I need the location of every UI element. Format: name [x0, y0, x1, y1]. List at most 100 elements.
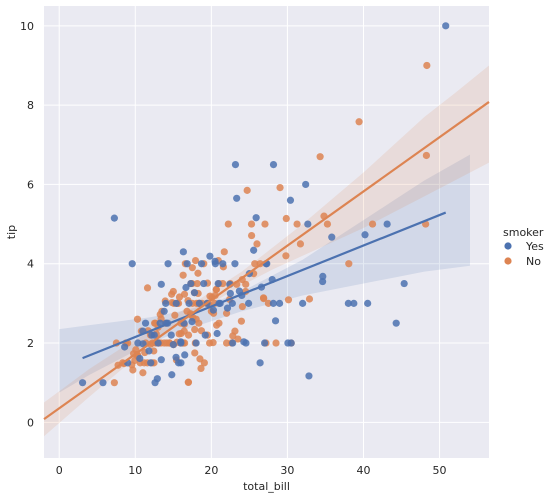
data-point-yes: [128, 260, 136, 268]
data-point-no: [191, 349, 199, 357]
data-point-yes: [256, 359, 264, 367]
data-point-yes: [344, 299, 352, 307]
data-point-yes: [172, 299, 180, 307]
data-point-yes: [228, 299, 236, 307]
data-point-yes: [190, 289, 199, 297]
data-point-no: [184, 331, 193, 339]
data-point-no: [196, 355, 204, 363]
data-point-no: [284, 296, 293, 304]
data-point-no: [191, 256, 200, 265]
x-tick-label: 50: [433, 464, 447, 477]
legend-title: smoker: [503, 226, 544, 239]
data-point-yes: [157, 280, 165, 288]
data-point-yes: [201, 331, 209, 339]
data-point-no: [423, 61, 431, 70]
data-point-yes: [168, 371, 176, 379]
data-point-yes: [145, 347, 153, 355]
data-point-no: [260, 295, 268, 303]
data-point-yes: [364, 299, 372, 307]
data-point-yes: [157, 356, 165, 364]
data-point-no: [231, 327, 239, 335]
y-axis-label: tip: [5, 225, 18, 239]
data-point-yes: [442, 22, 450, 30]
data-point-no: [282, 252, 290, 260]
data-point-yes: [160, 307, 168, 315]
data-point-yes: [172, 353, 180, 361]
data-point-no: [345, 260, 353, 268]
data-point-yes: [400, 279, 408, 288]
y-tick-labels: 0 2 4 6 8 10: [20, 20, 34, 429]
data-point-no: [180, 290, 189, 298]
data-point-yes: [150, 331, 158, 339]
data-point-yes: [169, 341, 177, 349]
legend-label-yes: Yes: [525, 240, 544, 253]
data-point-no: [355, 118, 363, 126]
data-point-yes: [361, 231, 369, 239]
data-point-yes: [200, 279, 208, 288]
data-point-no: [222, 339, 231, 347]
data-point-yes: [304, 220, 312, 228]
data-point-yes: [319, 277, 327, 286]
data-point-yes: [250, 246, 258, 254]
data-point-yes: [383, 220, 391, 228]
data-point-yes: [269, 160, 278, 169]
legend-marker-yes: [504, 242, 512, 250]
data-point-no: [272, 339, 280, 347]
data-point-no: [242, 280, 250, 288]
legend-marker-no: [504, 257, 512, 265]
legend-label-no: No: [526, 255, 541, 268]
data-point-no: [296, 240, 305, 248]
x-tick-label: 10: [128, 464, 142, 477]
data-point-no: [184, 378, 193, 386]
data-point-yes: [99, 379, 107, 387]
data-point-yes: [305, 372, 313, 380]
regression-lines: [43, 101, 490, 421]
data-point-yes: [269, 299, 277, 307]
data-point-yes: [219, 260, 227, 268]
x-tick-labels: 0 10 20 30 40 50: [56, 464, 447, 477]
data-point-yes: [110, 214, 118, 222]
data-point-no: [188, 264, 196, 272]
x-tick-label: 40: [356, 464, 370, 477]
x-tick-label: 30: [280, 464, 294, 477]
data-point-no: [197, 364, 205, 372]
data-point-yes: [328, 233, 336, 241]
data-point-yes: [181, 351, 189, 359]
data-point-yes: [182, 283, 190, 292]
y-tick-label: 6: [27, 178, 34, 191]
data-point-yes: [302, 180, 310, 189]
data-point-yes: [392, 319, 400, 327]
data-point-yes: [260, 339, 269, 347]
data-point-yes: [188, 318, 196, 326]
data-point-yes: [209, 306, 218, 314]
data-point-yes: [195, 299, 204, 307]
data-point-no: [215, 319, 223, 327]
y-tick-label: 10: [20, 20, 34, 33]
data-point-yes: [147, 359, 155, 367]
data-point-yes: [223, 304, 232, 312]
data-point-yes: [179, 248, 187, 256]
data-point-no: [243, 186, 251, 194]
data-point-no: [209, 339, 217, 347]
data-point-yes: [275, 299, 284, 307]
data-point-yes: [206, 252, 214, 260]
x-axis-label: total_bill: [243, 480, 290, 493]
data-point-no: [276, 183, 284, 192]
data-point-yes: [177, 339, 185, 347]
data-point-no: [293, 220, 301, 228]
data-point-no: [422, 151, 430, 160]
ci-band-no: [44, 65, 489, 437]
data-point-no: [194, 269, 202, 277]
data-point-no: [264, 299, 273, 307]
data-point-yes: [299, 299, 307, 307]
data-point-yes: [139, 340, 147, 348]
data-point-no: [368, 220, 377, 228]
data-point-yes: [187, 279, 195, 288]
data-point-yes: [156, 319, 164, 327]
x-tick-label: 20: [204, 464, 218, 477]
data-point-yes: [78, 379, 87, 387]
data-point-yes: [154, 339, 162, 347]
data-point-yes: [121, 343, 129, 351]
data-point-no: [143, 284, 152, 292]
data-point-no: [212, 285, 220, 294]
